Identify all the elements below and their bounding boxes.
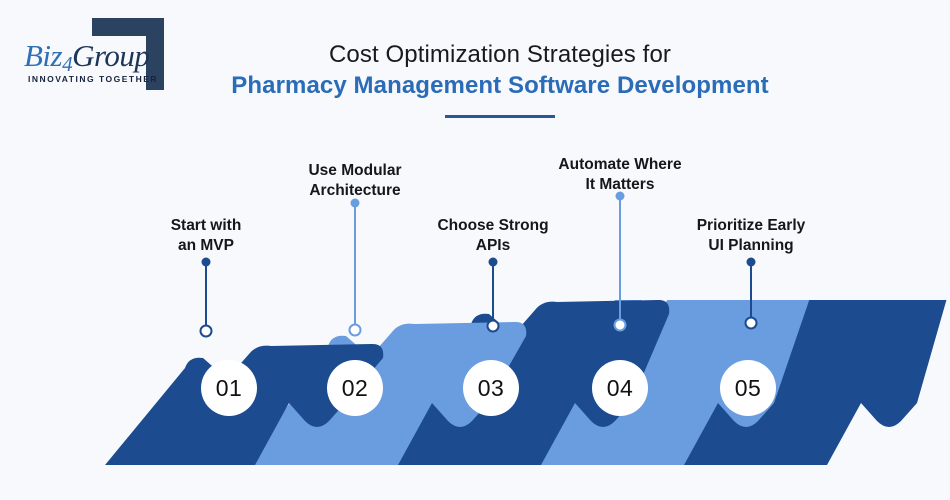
connector-line [750, 262, 752, 323]
step-connector [483, 257, 503, 333]
connector-line [354, 203, 356, 330]
step-label: Automate Where It Matters [558, 156, 682, 194]
connector-ring [348, 323, 362, 337]
connector-top-dot [201, 257, 211, 267]
step-number-badge: 01 [201, 360, 257, 416]
arrow-chevron [248, 321, 527, 465]
step-label: Prioritize Early UI Planning [696, 217, 806, 255]
title-underline-rule [445, 115, 555, 119]
arrow-band [0, 300, 950, 470]
logo-text-four: 4 [62, 52, 73, 76]
title-line-accent: Pharmacy Management Software Development [231, 71, 769, 99]
logo-bracket-icon [92, 18, 164, 90]
title-line-primary: Cost Optimization Strategies for [328, 41, 671, 68]
logo-tagline: INNOVATING TOGETHER [28, 74, 159, 84]
step-number-badge: 02 [327, 360, 383, 416]
connector-ring [199, 324, 213, 338]
step-connector [345, 198, 365, 337]
step-label: Choose Strong APIs [437, 217, 549, 255]
step-label: Start with an MVP [170, 217, 242, 255]
connector-ring [613, 318, 627, 332]
step-number-badge: 05 [720, 360, 776, 416]
brand-logo: Biz4Group INNOVATING TOGETHER [16, 14, 176, 92]
logo-text-biz: Biz [24, 38, 63, 73]
step-connector [196, 257, 216, 338]
step-number-badge: 03 [463, 360, 519, 416]
connector-line [619, 196, 621, 325]
connector-top-dot [746, 257, 756, 267]
logo-text-group: Group [72, 38, 150, 73]
connector-top-dot [615, 191, 625, 201]
step-connector [741, 257, 761, 330]
logo-wordmark: Biz4Group [24, 38, 150, 75]
arrow-chevrons [105, 300, 947, 465]
step-label: Use Modular Architecture [308, 162, 402, 200]
connector-line [492, 262, 494, 326]
connector-top-dot [350, 198, 360, 208]
step-connector [610, 191, 630, 332]
connector-ring [744, 316, 758, 330]
header-title-block: Cost Optimization Strategies for Pharmac… [200, 40, 800, 119]
connector-line [205, 262, 207, 331]
step-number-badge: 04 [592, 360, 648, 416]
connector-top-dot [488, 257, 498, 267]
connector-ring [486, 319, 500, 333]
